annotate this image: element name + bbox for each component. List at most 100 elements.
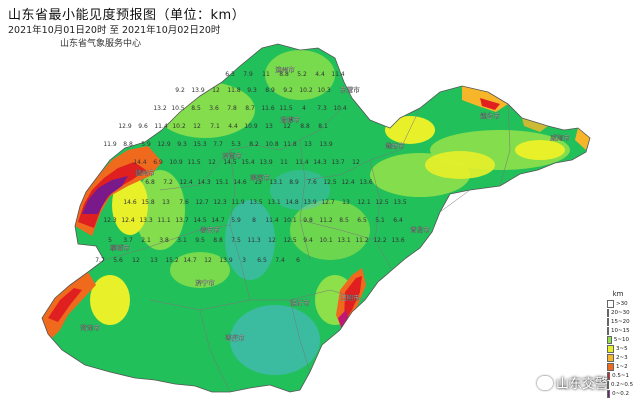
visibility-value: 11 [280, 159, 288, 166]
visibility-value: 10.1 [283, 217, 297, 224]
watermark-text: 山东交警 [556, 377, 609, 392]
visibility-value: 13 [265, 123, 273, 130]
visibility-value: 3.8 [159, 237, 169, 244]
legend-label: >30 [616, 300, 628, 307]
visibility-value: 8.9 [265, 87, 275, 94]
city-label: 东营市 [340, 85, 360, 94]
visibility-value: 12 [204, 257, 212, 264]
visibility-value: 9.5 [195, 237, 205, 244]
visibility-value: 5.9 [231, 217, 241, 224]
visibility-value: 11.6 [261, 105, 275, 112]
visibility-value: 11.9 [231, 199, 245, 206]
legend-item: 1~2 [607, 362, 629, 371]
visibility-value: 12 [352, 159, 360, 166]
visibility-value: 12.4 [341, 179, 355, 186]
legend-unit: km [612, 290, 624, 298]
visibility-value: 14.3 [313, 159, 327, 166]
legend-label: 20~30 [611, 309, 630, 316]
visibility-value: 9.4 [303, 237, 313, 244]
visibility-value: 6.5 [257, 257, 267, 264]
visibility-value: 9.2 [175, 87, 185, 94]
legend-item: 20~30 [607, 308, 630, 317]
visibility-value: 12.5 [375, 199, 389, 206]
issuer-label: 山东省气象服务中心 [60, 39, 142, 49]
legend-item: 15~20 [607, 317, 630, 326]
visibility-value: 8.7 [245, 105, 255, 112]
visibility-value: 12 [212, 87, 220, 94]
legend-item: 10~15 [607, 326, 630, 335]
legend-item: 2~3 [607, 353, 629, 362]
visibility-value: 10.9 [244, 123, 258, 130]
visibility-value: 12.7 [195, 199, 209, 206]
legend-label: 15~20 [611, 318, 630, 325]
visibility-value: 5.2 [297, 71, 307, 78]
city-label: 淄博市 [280, 115, 300, 124]
visibility-value: 15.1 [215, 179, 229, 186]
visibility-value: 14.8 [285, 199, 299, 206]
visibility-value: 4.4 [228, 123, 238, 130]
legend-swatch [607, 362, 614, 371]
visibility-value: 11.1 [157, 217, 171, 224]
visibility-value: 12.4 [179, 179, 193, 186]
visibility-value: 7.4 [275, 257, 285, 264]
visibility-value: 10.9 [169, 159, 183, 166]
visibility-value: 12 [208, 159, 216, 166]
visibility-value: 7.8 [227, 105, 237, 112]
visibility-value: 12 [132, 257, 140, 264]
visibility-value: 12.9 [157, 141, 171, 148]
visibility-value: 7.3 [317, 105, 327, 112]
visibility-value: 7.5 [231, 237, 241, 244]
visibility-values: 6.3 7.9 11 8.8 5.2 4.4 11.4 9.2 13.9 12 11.8 9.3 8.9… [95, 71, 407, 264]
visibility-value: 8.2 [249, 141, 259, 148]
visibility-value: 6.4 [393, 217, 403, 224]
visibility-value: 6 [296, 257, 300, 264]
visibility-value: 14.6 [233, 179, 247, 186]
visibility-value: 6.9 [153, 159, 163, 166]
legend-item: 0.2~0.5 [607, 380, 633, 389]
visibility-value: 14.4 [133, 159, 147, 166]
visibility-value: 7.7 [213, 141, 223, 148]
visibility-value: 14.7 [211, 217, 225, 224]
visibility-value: 3.7 [123, 237, 133, 244]
city-label: 泰安市 [200, 225, 220, 234]
visibility-value: 4.4 [315, 71, 325, 78]
legend-label: 0.2~0.5 [611, 381, 634, 388]
legend-label: 0.5~1 [612, 372, 629, 379]
legend-label: 10~15 [611, 327, 630, 334]
visibility-value: 10.5 [171, 105, 185, 112]
visibility-value: 5.1 [375, 217, 385, 224]
watermark: 山东交警 [537, 373, 608, 392]
visibility-value: 6.3 [225, 71, 235, 78]
visibility-value: 12.1 [357, 199, 371, 206]
city-label: 威海市 [550, 133, 570, 142]
city-label: 滨州市 [275, 65, 295, 74]
visibility-value: 12 [193, 123, 201, 130]
visibility-value: 13.9 [259, 159, 273, 166]
visibility-value: 11 [262, 71, 270, 78]
visibility-value: 6.5 [357, 217, 367, 224]
visibility-value: 13.9 [191, 87, 205, 94]
legend-item: 5~10 [607, 335, 629, 344]
legend: km >30 20~30 15~20 10~15 5~10 3~5 2~3 1~2 0.5~1 0… [607, 290, 633, 398]
visibility-value: 13.6 [391, 237, 405, 244]
legend-item: >30 [607, 299, 629, 308]
visibility-value: 8.9 [289, 179, 299, 186]
legend-swatch [607, 353, 614, 362]
visibility-value: 13.9 [219, 257, 233, 264]
visibility-value: 7.6 [179, 199, 189, 206]
visibility-value: 13.9 [303, 199, 317, 206]
visibility-value: 3.6 [209, 105, 219, 112]
visibility-value: 8.1 [318, 123, 328, 130]
visibility-value: 8.8 [300, 123, 310, 130]
visibility-value: 11.9 [103, 141, 117, 148]
visibility-value: 12 [268, 237, 276, 244]
visibility-value: 10.8 [265, 141, 279, 148]
visibility-value: 12.3 [213, 199, 227, 206]
visibility-value: 8.8 [279, 71, 289, 78]
valid-time: 2021年10月01日20时 至 2021年10月02日20时 [8, 25, 221, 36]
visibility-value: 15.4 [241, 159, 255, 166]
visibility-value: 2.1 [141, 237, 151, 244]
visibility-value: 5.3 [231, 141, 241, 148]
visibility-value: 10.3 [317, 87, 331, 94]
